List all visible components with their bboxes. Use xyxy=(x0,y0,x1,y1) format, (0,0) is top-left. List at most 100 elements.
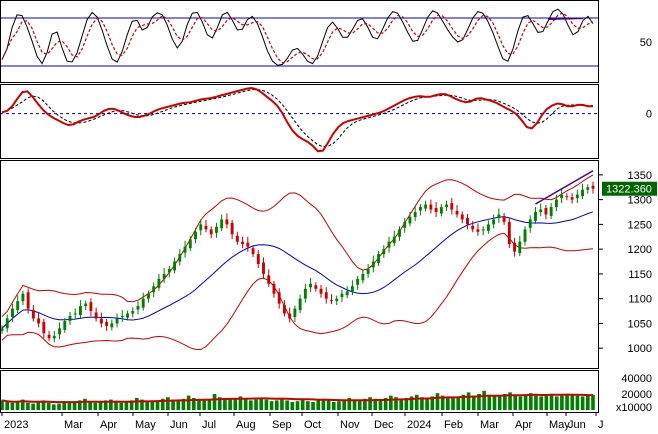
volume-bar xyxy=(166,397,170,410)
price-tick-label: 1100 xyxy=(628,294,652,306)
candle-body xyxy=(47,334,51,339)
volume-bar xyxy=(124,402,129,410)
volume-bar xyxy=(549,394,554,410)
x-tick-label: Mar xyxy=(480,419,499,431)
volume-bar xyxy=(197,399,201,410)
candle-body xyxy=(591,185,595,189)
candle-body xyxy=(371,261,375,268)
candle-body xyxy=(282,305,286,314)
candle-body xyxy=(303,288,307,299)
candle-body xyxy=(486,224,490,231)
volume-bar xyxy=(508,392,512,410)
candle-body xyxy=(115,318,119,324)
volume-bar xyxy=(378,399,383,410)
volume-bar xyxy=(0,400,4,410)
candle-body xyxy=(136,306,140,310)
candle-body xyxy=(382,249,386,255)
volume-bar xyxy=(20,399,25,410)
x-tick-label: Aug xyxy=(236,419,256,431)
volume-bar xyxy=(357,400,362,410)
candle-body xyxy=(570,197,574,200)
volume-bar xyxy=(114,401,118,410)
volume-bar xyxy=(316,400,321,410)
volume-bar xyxy=(67,402,72,410)
volume-bar xyxy=(565,394,569,410)
volume-bar xyxy=(93,402,98,410)
candle-body xyxy=(314,285,318,289)
candle-body xyxy=(481,229,485,231)
volume-bar xyxy=(5,402,10,410)
x-tick-label: Apr xyxy=(100,419,117,431)
candle-body xyxy=(356,278,360,285)
volume-bar xyxy=(321,398,326,410)
candle-body xyxy=(11,308,14,317)
volume-unit-label: x10000 xyxy=(616,402,652,414)
candle-body xyxy=(194,231,197,240)
candle-body xyxy=(246,242,250,247)
x-tick-label: Feb xyxy=(444,419,463,431)
candle-body xyxy=(0,328,4,331)
volume-bar xyxy=(238,396,243,410)
candle-body xyxy=(581,189,584,197)
volume-tick-label: 40000 xyxy=(621,373,652,385)
macd-tick-label: 0 xyxy=(646,109,652,121)
x-tick-label: Sep xyxy=(272,419,292,431)
volume-bar xyxy=(285,400,289,410)
volume-bar xyxy=(280,398,284,410)
candle-body xyxy=(345,291,349,296)
volume-bar xyxy=(15,401,20,410)
x-tick-label: Nov xyxy=(340,419,360,431)
volume-bar xyxy=(534,395,538,410)
candle-body xyxy=(560,194,564,199)
candle-body xyxy=(256,254,260,264)
candle-body xyxy=(288,313,292,319)
candle-body xyxy=(105,321,109,326)
x-tick-label: Jul xyxy=(202,419,216,431)
candle-body xyxy=(460,214,464,220)
volume-bar xyxy=(109,399,113,410)
volume-bar xyxy=(471,395,476,410)
candle-body xyxy=(277,292,281,304)
volume-bar xyxy=(440,395,445,410)
volume-bar xyxy=(446,397,450,410)
volume-bar xyxy=(52,404,56,410)
volume-bar xyxy=(249,400,253,410)
candle-body xyxy=(439,207,443,214)
volume-bar xyxy=(388,395,393,410)
panel-frame xyxy=(0,370,599,413)
volume-bar xyxy=(88,401,92,410)
volume-bar xyxy=(420,397,424,410)
volume-bar xyxy=(233,398,238,410)
volume-bar xyxy=(591,394,595,410)
volume-bar xyxy=(57,403,61,410)
candle-body xyxy=(403,221,407,228)
volume-bar xyxy=(36,402,41,410)
volume-tick-label: 20000 xyxy=(621,389,652,401)
candle-body xyxy=(173,261,177,271)
candle-body xyxy=(319,288,323,294)
candle-body xyxy=(209,229,213,235)
candle-body xyxy=(549,207,553,216)
panel-frame xyxy=(0,160,599,369)
candle-body xyxy=(73,313,77,315)
volume-bar xyxy=(83,398,87,410)
candle-body xyxy=(251,248,255,255)
volume-bar xyxy=(134,398,139,410)
candle-body xyxy=(89,302,93,312)
volume-bar xyxy=(274,400,279,410)
candle-body xyxy=(141,298,145,308)
candle-body xyxy=(293,308,297,317)
candle-body xyxy=(539,209,543,212)
candle-body xyxy=(534,212,537,221)
candle-body xyxy=(523,229,527,242)
volume-bar xyxy=(430,396,435,410)
volume-bar xyxy=(31,403,35,410)
volume-bar xyxy=(570,394,575,410)
volume-bar xyxy=(10,402,15,410)
volume-bar xyxy=(466,392,471,410)
volume-bar xyxy=(497,395,502,410)
volume-bar xyxy=(103,400,108,410)
volume-bar xyxy=(394,397,398,410)
